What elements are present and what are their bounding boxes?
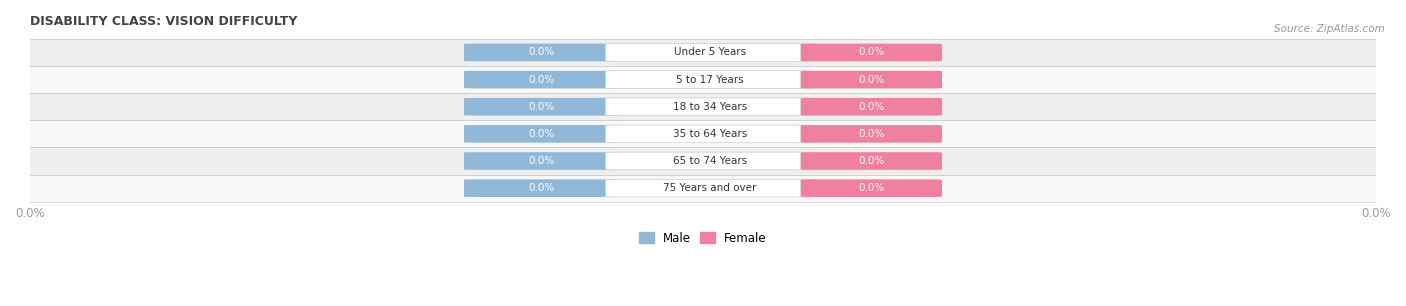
FancyBboxPatch shape [606, 44, 814, 61]
Text: Under 5 Years: Under 5 Years [673, 47, 745, 58]
FancyBboxPatch shape [464, 71, 619, 88]
Text: 0.0%: 0.0% [858, 75, 884, 84]
FancyBboxPatch shape [464, 125, 619, 143]
FancyBboxPatch shape [606, 98, 814, 116]
Text: 0.0%: 0.0% [858, 183, 884, 193]
Text: 0.0%: 0.0% [858, 156, 884, 166]
Legend: Male, Female: Male, Female [640, 232, 766, 245]
FancyBboxPatch shape [464, 179, 619, 197]
Text: 0.0%: 0.0% [529, 129, 554, 139]
FancyBboxPatch shape [30, 39, 1376, 66]
FancyBboxPatch shape [606, 152, 814, 170]
FancyBboxPatch shape [464, 44, 619, 61]
FancyBboxPatch shape [800, 152, 942, 170]
FancyBboxPatch shape [800, 98, 942, 116]
FancyBboxPatch shape [30, 66, 1376, 93]
Text: 5 to 17 Years: 5 to 17 Years [676, 75, 744, 84]
FancyBboxPatch shape [30, 147, 1376, 175]
FancyBboxPatch shape [30, 175, 1376, 202]
FancyBboxPatch shape [800, 71, 942, 88]
Text: 0.0%: 0.0% [858, 129, 884, 139]
Text: 0.0%: 0.0% [529, 183, 554, 193]
Text: 65 to 74 Years: 65 to 74 Years [672, 156, 747, 166]
Text: 0.0%: 0.0% [529, 156, 554, 166]
Text: 18 to 34 Years: 18 to 34 Years [672, 102, 747, 112]
FancyBboxPatch shape [606, 179, 814, 197]
FancyBboxPatch shape [606, 71, 814, 88]
Text: 35 to 64 Years: 35 to 64 Years [672, 129, 747, 139]
FancyBboxPatch shape [464, 152, 619, 170]
FancyBboxPatch shape [800, 125, 942, 143]
FancyBboxPatch shape [800, 179, 942, 197]
Text: DISABILITY CLASS: VISION DIFFICULTY: DISABILITY CLASS: VISION DIFFICULTY [30, 15, 297, 28]
Text: 0.0%: 0.0% [529, 47, 554, 58]
Text: 0.0%: 0.0% [858, 47, 884, 58]
Text: 0.0%: 0.0% [858, 102, 884, 112]
Text: Source: ZipAtlas.com: Source: ZipAtlas.com [1274, 24, 1385, 35]
FancyBboxPatch shape [30, 120, 1376, 147]
Text: 0.0%: 0.0% [529, 75, 554, 84]
Text: 75 Years and over: 75 Years and over [664, 183, 756, 193]
FancyBboxPatch shape [606, 125, 814, 143]
FancyBboxPatch shape [464, 98, 619, 116]
Text: 0.0%: 0.0% [529, 102, 554, 112]
FancyBboxPatch shape [30, 93, 1376, 120]
FancyBboxPatch shape [800, 44, 942, 61]
